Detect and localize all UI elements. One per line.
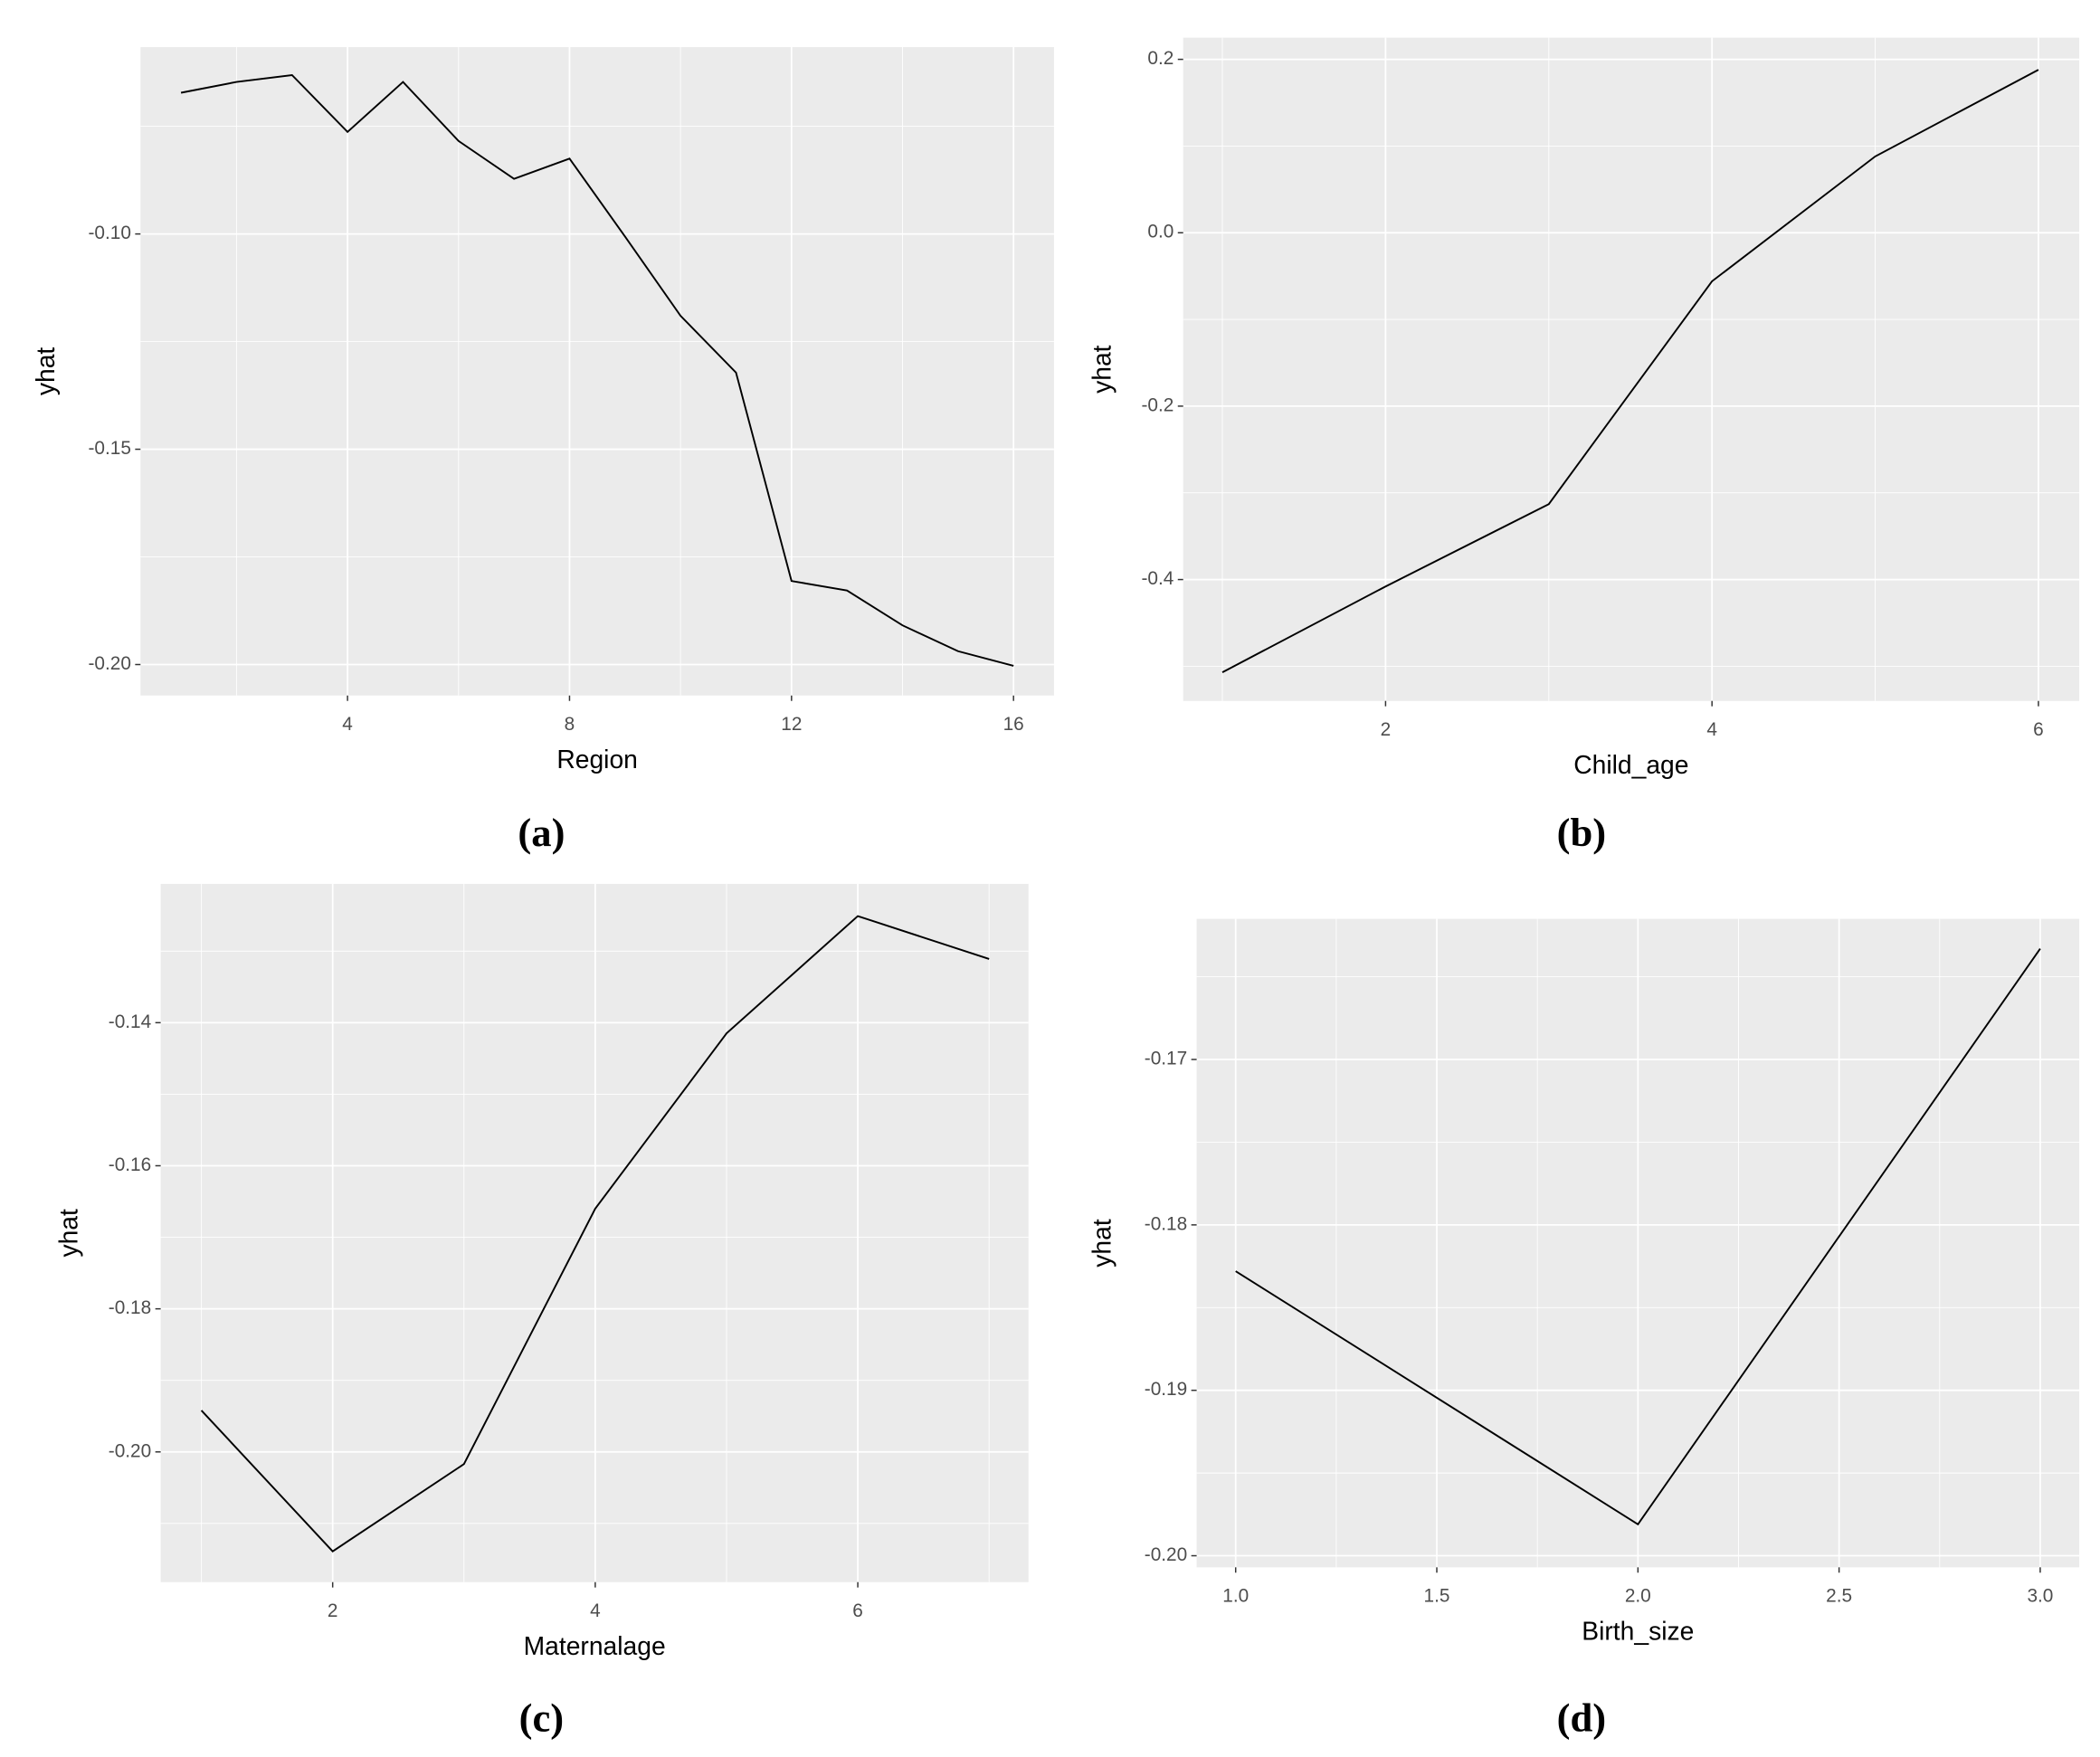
- y-tick-label: -0.15: [88, 438, 130, 459]
- x-tick-label: 6: [2033, 719, 2044, 740]
- x-tick-label: 2: [1381, 719, 1392, 740]
- y-tick-label: -0.18: [1145, 1213, 1187, 1234]
- x-tick-label: 12: [781, 714, 802, 735]
- x-axis-title: Region: [556, 745, 638, 774]
- x-axis-title: Birth_size: [1582, 1617, 1694, 1646]
- y-tick-label: 0.2: [1147, 48, 1174, 69]
- x-tick-label: 4: [1706, 719, 1717, 740]
- y-tick-label: -0.20: [88, 653, 130, 674]
- y-tick-label: -0.16: [109, 1154, 151, 1175]
- y-axis-title: yhat: [53, 1209, 82, 1258]
- x-axis-title: Child_age: [1573, 750, 1688, 779]
- y-axis-title: yhat: [1087, 345, 1116, 394]
- x-tick-label: 1.5: [1424, 1586, 1450, 1607]
- x-axis-title: Maternalage: [524, 1631, 666, 1660]
- y-tick-label: -0.18: [109, 1297, 151, 1318]
- panel-caption: (d): [1557, 1695, 1607, 1741]
- x-tick-label: 2.5: [1826, 1586, 1852, 1607]
- plot-panel: [1183, 37, 2080, 701]
- panel-caption: (b): [1557, 810, 1607, 855]
- y-tick-label: -0.19: [1145, 1379, 1187, 1400]
- data-line: [200, 915, 990, 1553]
- data-line: [180, 73, 1014, 667]
- y-tick-label: -0.10: [88, 223, 130, 243]
- x-tick-label: 8: [565, 714, 575, 735]
- data-line: [1221, 69, 2039, 673]
- x-tick-label: 4: [590, 1600, 601, 1621]
- y-tick-label: -0.17: [1145, 1049, 1187, 1069]
- x-tick-label: 2.0: [1625, 1586, 1651, 1607]
- data-line: [1235, 947, 2041, 1526]
- panel-caption: (a): [518, 810, 565, 855]
- plot-panel: [140, 47, 1054, 696]
- y-tick-label: -0.2: [1141, 394, 1174, 415]
- y-tick-label: -0.4: [1141, 568, 1174, 589]
- x-tick-label: 3.0: [2027, 1586, 2053, 1607]
- y-axis-title: yhat: [31, 347, 60, 396]
- y-tick-label: -0.20: [1145, 1544, 1187, 1565]
- x-tick-label: 6: [852, 1600, 863, 1621]
- x-tick-label: 2: [328, 1600, 338, 1621]
- y-tick-label: -0.14: [109, 1011, 151, 1032]
- y-tick-label: 0.0: [1147, 222, 1174, 242]
- y-tick-label: -0.20: [109, 1440, 151, 1461]
- panel-caption: (c): [519, 1695, 565, 1741]
- x-tick-label: 1.0: [1222, 1586, 1249, 1607]
- x-tick-label: 16: [1003, 714, 1024, 735]
- x-tick-label: 4: [342, 714, 353, 735]
- y-axis-title: yhat: [1087, 1219, 1116, 1268]
